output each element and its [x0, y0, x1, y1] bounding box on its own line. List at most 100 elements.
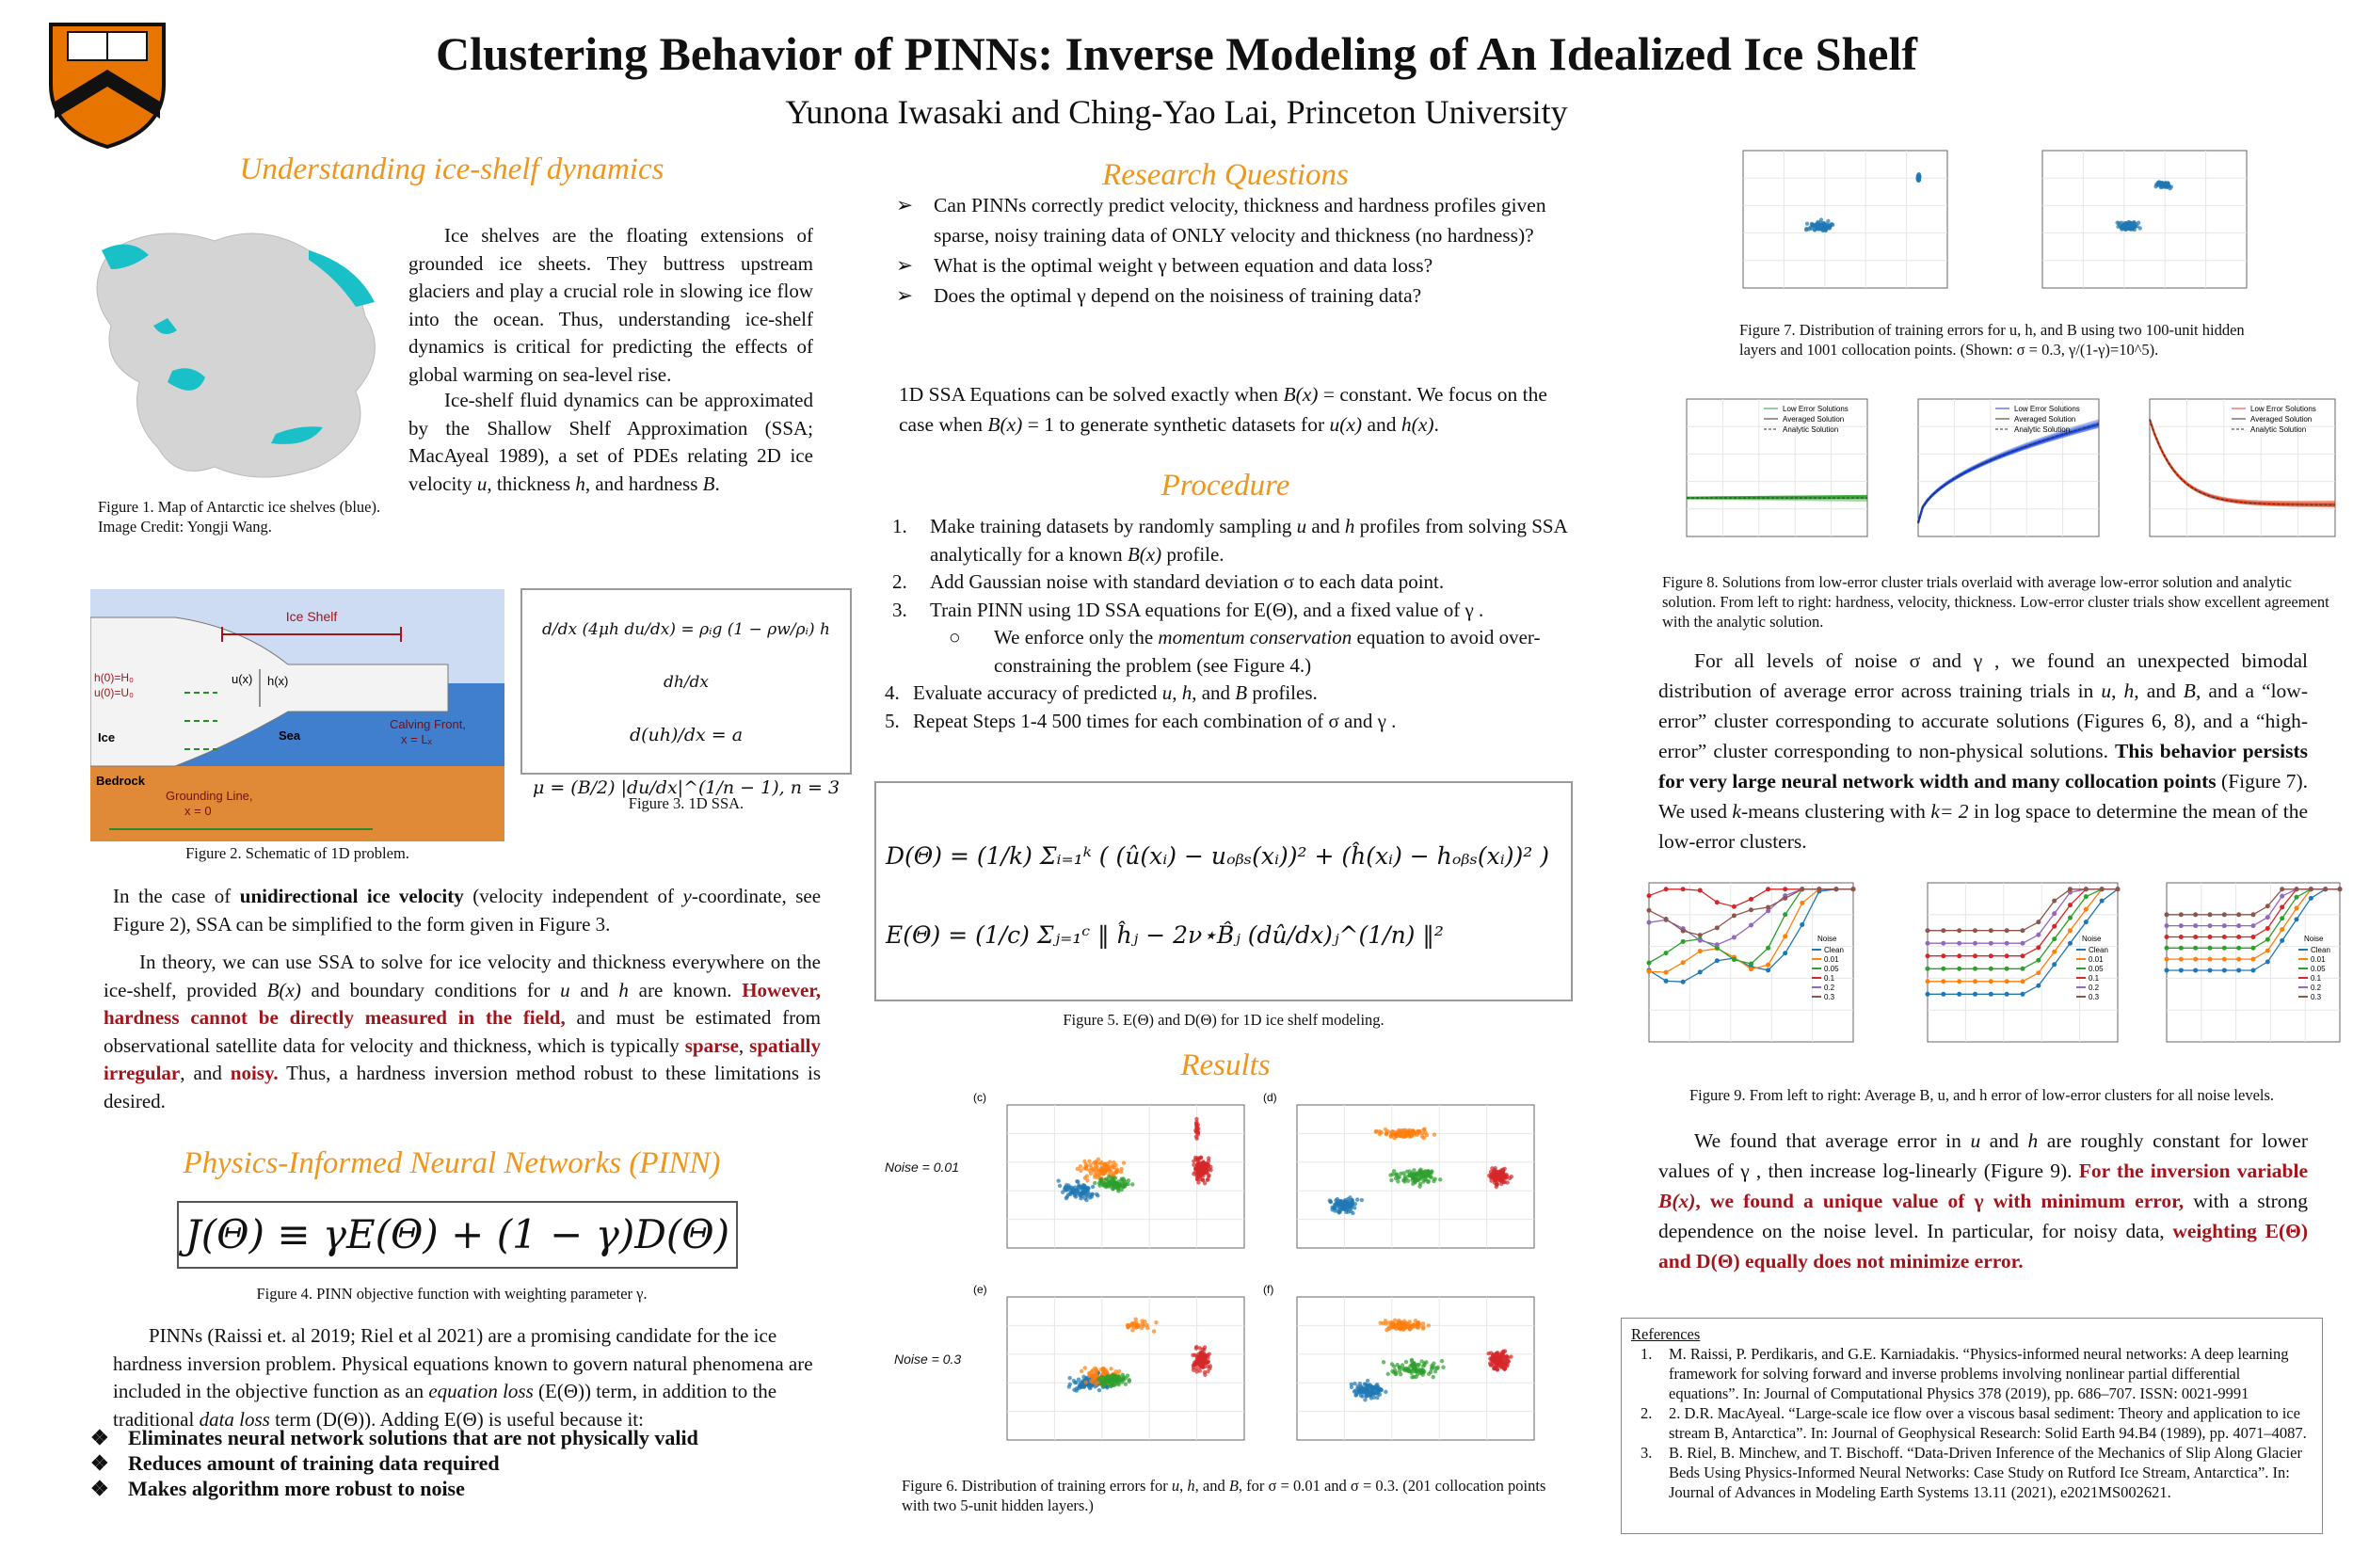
plot-decoration	[1804, 226, 1809, 232]
text-run: .	[1433, 413, 1439, 436]
plot-decoration	[1196, 1359, 1202, 1364]
plot-decoration	[1349, 1205, 1353, 1210]
plot-decoration	[1491, 1358, 1496, 1363]
plot-decoration	[1126, 1181, 1130, 1187]
plot-decoration	[1091, 1168, 1096, 1174]
plot-decoration	[1496, 1355, 1500, 1360]
plot-decoration	[1205, 1177, 1210, 1182]
legend-label: 0.05	[2311, 965, 2326, 973]
plot-decoration	[1491, 1353, 1496, 1359]
plot-decoration	[2137, 226, 2142, 231]
plot-decoration	[1391, 1169, 1397, 1174]
plot-decoration	[1349, 1384, 1354, 1390]
text-run: and must be estimated from observational…	[104, 1006, 821, 1057]
span: ❖	[90, 1451, 109, 1475]
panel-label: (c)	[973, 1091, 986, 1104]
plot-decoration	[1405, 1130, 1410, 1135]
text-run: Add Gaussian noise with standard deviati…	[930, 570, 1445, 593]
plot-decoration	[1391, 1323, 1397, 1329]
text-run: profiles from solving SSA analytically f…	[930, 515, 1567, 566]
div: μ = (B/2) |du/dx|^(1/n − 1), n = 3	[532, 777, 840, 798]
paragraph: We found that average error in u and h a…	[1658, 1126, 2308, 1276]
plot-decoration	[1826, 218, 1831, 224]
plot-decoration	[1096, 1157, 1101, 1162]
plot-decoration	[1194, 1116, 1199, 1122]
text-run: and	[569, 978, 619, 1001]
text-run: and boundary conditions for	[300, 978, 561, 1001]
references: References 1. M. Raissi, P. Perdikaris, a…	[1621, 1318, 2323, 1534]
legend-label: 0.2	[2311, 984, 2322, 992]
plot-decoration	[1420, 1369, 1426, 1374]
plot-decoration	[1404, 1169, 1410, 1175]
span: 3.	[892, 598, 907, 621]
plot-decoration	[1418, 1169, 1424, 1175]
plot-decoration	[1438, 1177, 1443, 1182]
span: 3.	[1641, 1444, 1653, 1462]
text-run: B(x)	[266, 978, 301, 1001]
plot-decoration	[1125, 1373, 1130, 1378]
section-heading: Research Questions	[1102, 158, 1349, 192]
plot-decoration	[1060, 1190, 1065, 1194]
plot-decoration	[1501, 1350, 1506, 1354]
plot-decoration	[1646, 893, 1652, 899]
plot-decoration	[1409, 1370, 1414, 1376]
text-run: (Figure 7). We used	[1658, 770, 2309, 823]
plot-decoration	[1396, 1179, 1401, 1184]
legend-label: Clean	[1824, 946, 1844, 954]
plot-decoration	[1078, 1164, 1083, 1169]
plot-decoration	[1433, 1368, 1438, 1374]
plot-decoration	[1154, 1320, 1159, 1325]
scatter-plot	[2041, 150, 2248, 289]
plot-decoration	[1107, 1169, 1112, 1174]
plot-decoration	[1412, 1168, 1417, 1173]
antarctica-map	[96, 232, 376, 478]
plot-decoration	[1416, 1325, 1420, 1330]
plot-decoration	[1353, 1381, 1357, 1386]
paragraph: 1D SSA Equations can be solved exactly w…	[899, 379, 1572, 440]
text-run: k	[1732, 800, 1741, 823]
text-run: equation loss	[428, 1380, 534, 1402]
plot-decoration	[1502, 1358, 1507, 1363]
plot-decoration	[1377, 1392, 1383, 1398]
plot-decoration	[1197, 1346, 1202, 1351]
plot-decoration	[1353, 1393, 1358, 1398]
span: 2.	[892, 570, 907, 593]
div: D(Θ) = (1/k) Σᵢ₌₁ᵏ ( (û(xᵢ) − uₒᵦₛ(xᵢ))²…	[886, 842, 1550, 870]
plot-decoration	[1209, 1164, 1213, 1170]
plot-decoration	[1198, 1155, 1204, 1160]
diagram-label: x = Lₓ	[401, 732, 433, 746]
plot-decoration	[2167, 888, 2340, 916]
plot-decoration	[1095, 1164, 1099, 1170]
plot-decoration	[1193, 1134, 1199, 1139]
plot-decoration	[1196, 1180, 1201, 1185]
plot-decoration	[1107, 1383, 1112, 1387]
text-run: ,	[1172, 681, 1182, 704]
plot-decoration	[1403, 1176, 1409, 1181]
plot-decoration	[1193, 1346, 1199, 1351]
plot-decoration	[1090, 1192, 1095, 1197]
plot-decoration	[1410, 1129, 1416, 1134]
text-run: are roughly constant for lower values of…	[1658, 1129, 2308, 1182]
plot-decoration	[1192, 1162, 1196, 1167]
legend-label: 0.3	[2311, 993, 2322, 1001]
path	[96, 232, 376, 478]
plot-decoration	[1435, 1365, 1440, 1370]
plot-decoration	[1197, 1164, 1203, 1170]
bullet: ❖ Makes algorithm more robust to noise	[90, 1476, 834, 1501]
text-run: h	[2027, 1129, 2039, 1152]
plot-decoration	[1368, 1383, 1372, 1387]
plot-decoration	[1073, 1185, 1078, 1190]
plot-decoration	[1493, 1166, 1497, 1171]
plot-decoration	[2149, 418, 2335, 504]
plot-decoration	[1102, 1171, 1108, 1176]
legend-label: 0.05	[1824, 965, 1839, 973]
plot-decoration	[1432, 1178, 1436, 1184]
text-run: k= 2	[1930, 800, 1969, 823]
legend-label: 0.01	[1824, 955, 1839, 964]
text-run: term (D(Θ)). Adding E(Θ) is useful becau…	[269, 1407, 644, 1431]
bullet: ❖ Reduces amount of training data require…	[90, 1450, 834, 1476]
plot-decoration	[1102, 1162, 1107, 1168]
legend-label: 0.2	[1824, 984, 1835, 992]
figure-2-schematic: Ice Shelf h(0)=H₀ u(0)=U₀ u(x) h(x) Ice …	[90, 589, 504, 841]
reference: 3. B. Riel, B. Minchew, and T. Bischoff. …	[1631, 1443, 2313, 1502]
